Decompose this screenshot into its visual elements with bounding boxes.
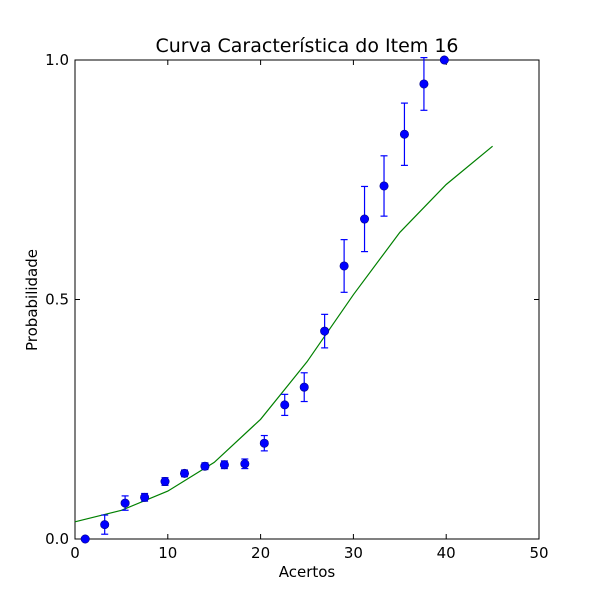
data-point [140, 492, 150, 502]
y-tick-label: 0.0 [45, 530, 69, 548]
data-point [259, 438, 269, 448]
data-point [200, 461, 210, 471]
y-tick-label: 1.0 [45, 51, 69, 69]
y-tick-label: 0.5 [45, 291, 69, 309]
data-point [439, 55, 449, 65]
x-axis-label: Acertos [279, 563, 336, 581]
plot-area: 0 10 20 30 40 50 0.0 0.5 1.0 [45, 51, 548, 562]
x-tick-label: 20 [251, 544, 270, 562]
x-tick-label: 40 [437, 544, 456, 562]
data-point [360, 214, 370, 224]
x-tick-label: 0 [70, 544, 80, 562]
x-tick-label: 30 [344, 544, 363, 562]
y-axis-label: Probabilidade [23, 249, 41, 351]
x-tick-label: 10 [158, 544, 177, 562]
data-point [320, 326, 330, 336]
data-point [399, 129, 409, 139]
x-tick-label: 50 [529, 544, 548, 562]
data-point [120, 498, 130, 508]
data-point [160, 477, 170, 487]
plot-frame [74, 59, 540, 540]
data-point [339, 261, 349, 271]
data-point [379, 181, 389, 191]
data-point [219, 460, 229, 470]
data-point [299, 382, 309, 392]
data-point [419, 79, 429, 89]
data-point [180, 468, 190, 478]
data-point [280, 400, 290, 410]
data-point [100, 520, 110, 530]
data-point [80, 534, 90, 544]
data-point [240, 459, 250, 469]
chart-title: Curva Característica do Item 16 [155, 35, 458, 57]
